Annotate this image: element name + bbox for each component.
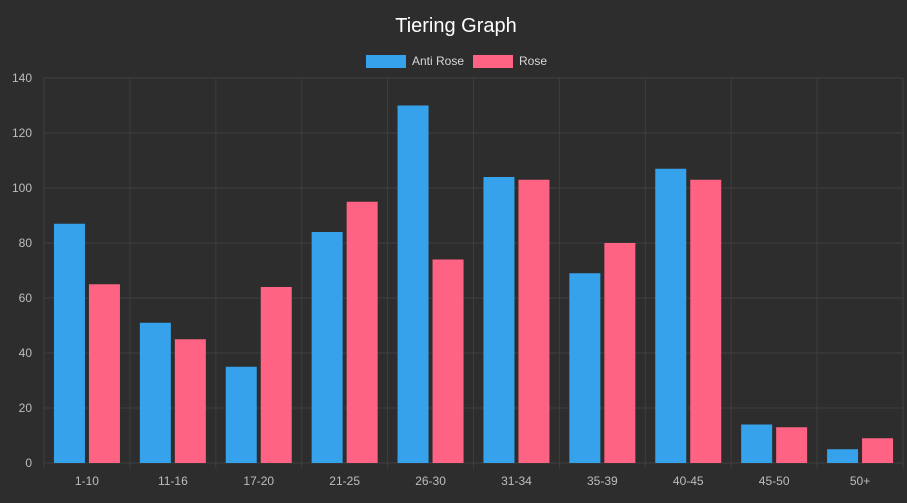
bar-rose[interactable] <box>432 259 464 464</box>
x-tick-label: 11-16 <box>158 474 188 488</box>
x-tick-label: 21-25 <box>329 474 360 488</box>
y-tick-label: 140 <box>12 71 32 85</box>
bar-rose[interactable] <box>776 427 808 463</box>
bar-anti-rose[interactable] <box>741 424 773 464</box>
bar-rose[interactable] <box>862 438 894 463</box>
bar-rose[interactable] <box>604 243 636 463</box>
y-tick-label: 60 <box>19 291 33 305</box>
bar-anti-rose[interactable] <box>655 168 687 463</box>
x-tick-label: 50+ <box>850 474 870 488</box>
legend-swatch-anti-rose <box>366 55 406 68</box>
x-tick-label: 35-39 <box>587 474 618 488</box>
y-tick-label: 40 <box>19 346 33 360</box>
legend-swatch-rose <box>473 55 513 68</box>
chart-title: Tiering Graph <box>395 15 517 37</box>
bar-anti-rose[interactable] <box>827 449 859 463</box>
x-tick-label: 1-10 <box>75 474 99 488</box>
y-tick-label: 20 <box>19 401 33 415</box>
y-tick-label: 120 <box>12 126 32 140</box>
y-tick-label: 100 <box>12 181 32 195</box>
bar-anti-rose[interactable] <box>225 366 257 463</box>
legend: Anti Rose Rose <box>366 54 547 68</box>
bar-anti-rose[interactable] <box>569 273 601 463</box>
y-axis: 0 20 40 60 80 100 120 140 <box>12 71 32 470</box>
bar-anti-rose[interactable] <box>311 232 343 463</box>
x-tick-label: 45-50 <box>759 474 790 488</box>
y-tick-label: 0 <box>25 456 32 470</box>
bar-rose[interactable] <box>174 339 206 463</box>
bar-rose[interactable] <box>260 287 292 463</box>
grid <box>43 77 904 469</box>
y-tick-label: 80 <box>19 236 33 250</box>
bars <box>53 105 894 464</box>
legend-item-rose[interactable]: Rose <box>473 54 547 68</box>
bar-rose[interactable] <box>690 179 722 463</box>
legend-item-anti-rose[interactable]: Anti Rose <box>366 54 464 68</box>
x-tick-label: 17-20 <box>243 474 274 488</box>
x-tick-label: 40-45 <box>673 474 704 488</box>
legend-label-rose: Rose <box>519 54 547 68</box>
legend-label-anti-rose: Anti Rose <box>412 54 464 68</box>
x-axis: 1-10 11-16 17-20 21-25 26-30 31-34 35-39 40-45 4… <box>75 474 870 488</box>
bar-anti-rose[interactable] <box>483 177 515 463</box>
bar-rose[interactable] <box>88 284 120 463</box>
bar-anti-rose[interactable] <box>53 223 85 463</box>
x-tick-label: 26-30 <box>415 474 446 488</box>
bar-rose[interactable] <box>518 179 550 463</box>
bar-rose[interactable] <box>346 201 378 463</box>
bar-anti-rose[interactable] <box>397 105 429 464</box>
bar-anti-rose[interactable] <box>139 322 171 463</box>
x-tick-label: 31-34 <box>501 474 532 488</box>
